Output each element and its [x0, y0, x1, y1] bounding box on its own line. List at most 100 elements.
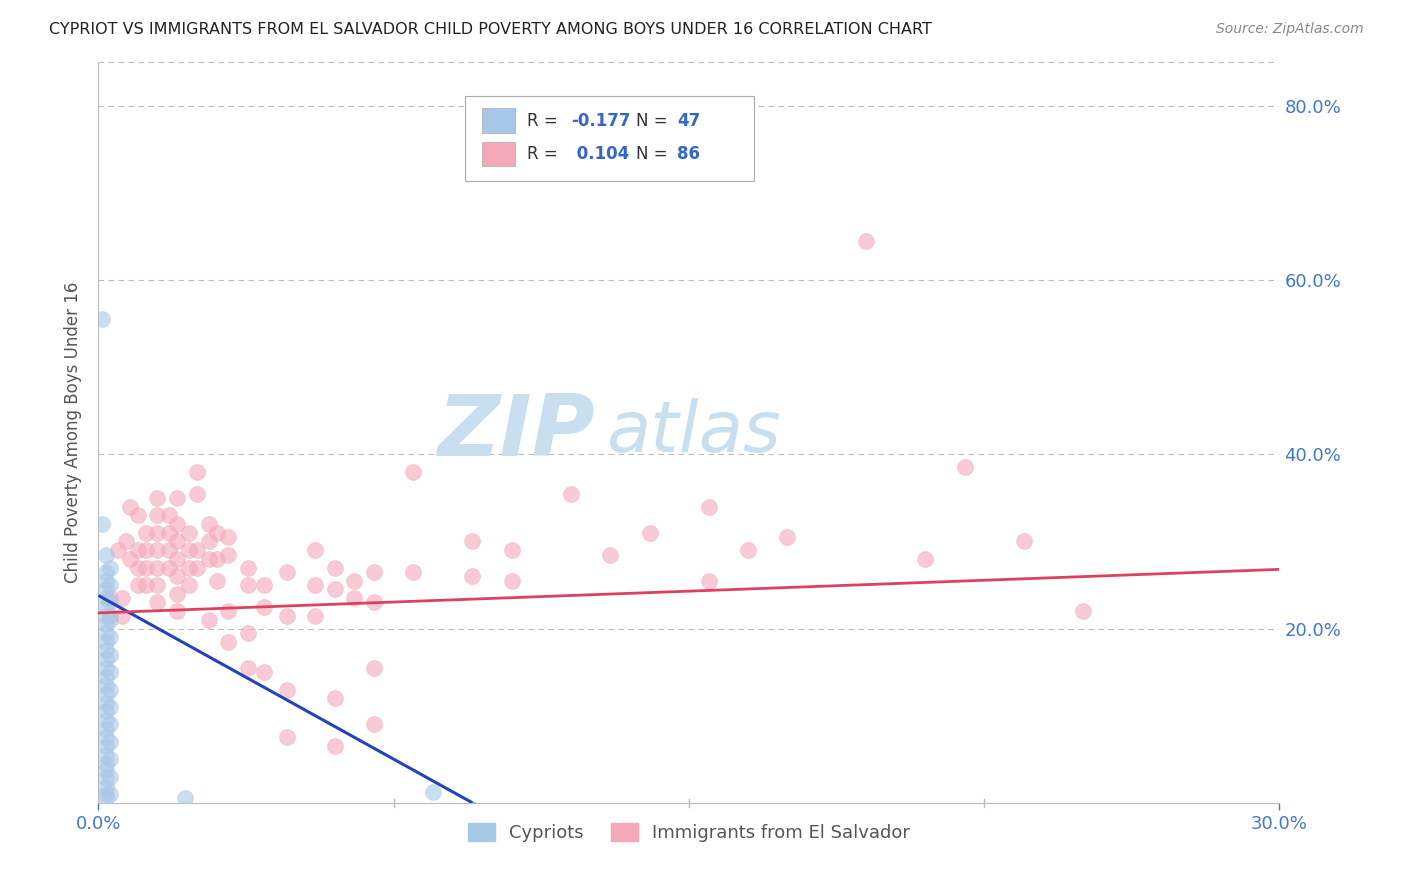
- Point: [157, 560, 180, 574]
- Point: [98, 613, 121, 627]
- Point: [157, 508, 180, 523]
- FancyBboxPatch shape: [482, 142, 516, 166]
- Point: [166, 491, 188, 505]
- Text: N =: N =: [636, 145, 672, 163]
- Point: [96, 574, 118, 588]
- Point: [98, 608, 121, 623]
- Point: [197, 534, 219, 549]
- Point: [98, 591, 121, 606]
- Point: [363, 661, 385, 675]
- Point: [855, 234, 877, 248]
- Point: [461, 534, 484, 549]
- FancyBboxPatch shape: [482, 108, 516, 133]
- Text: 0.104: 0.104: [571, 145, 628, 163]
- Point: [1012, 534, 1035, 549]
- Point: [146, 578, 169, 592]
- Point: [323, 560, 346, 574]
- Point: [363, 565, 385, 579]
- Point: [343, 591, 366, 606]
- Point: [96, 634, 118, 648]
- Point: [599, 548, 621, 562]
- Point: [363, 717, 385, 731]
- Point: [98, 717, 121, 731]
- Point: [166, 569, 188, 583]
- Text: R =: R =: [527, 112, 564, 130]
- Point: [276, 682, 298, 697]
- Text: N =: N =: [636, 112, 672, 130]
- Point: [737, 543, 759, 558]
- Point: [177, 543, 200, 558]
- Point: [276, 731, 298, 745]
- Point: [166, 587, 188, 601]
- Point: [96, 731, 118, 745]
- Text: 47: 47: [678, 112, 700, 130]
- Point: [96, 565, 118, 579]
- Point: [205, 525, 228, 540]
- Point: [402, 465, 425, 479]
- Point: [118, 500, 141, 514]
- Point: [146, 508, 169, 523]
- Point: [96, 704, 118, 718]
- Point: [111, 608, 134, 623]
- Point: [166, 604, 188, 618]
- Point: [236, 560, 259, 574]
- Point: [96, 687, 118, 701]
- Point: [186, 560, 208, 574]
- Point: [402, 565, 425, 579]
- FancyBboxPatch shape: [464, 95, 754, 181]
- Point: [98, 700, 121, 714]
- Point: [96, 617, 118, 632]
- Point: [157, 543, 180, 558]
- Point: [115, 534, 138, 549]
- Point: [166, 552, 188, 566]
- Point: [135, 525, 157, 540]
- Point: [118, 552, 141, 566]
- Point: [111, 591, 134, 606]
- Point: [422, 785, 444, 799]
- Point: [98, 578, 121, 592]
- Point: [174, 791, 197, 805]
- Point: [236, 661, 259, 675]
- Point: [197, 613, 219, 627]
- Point: [98, 770, 121, 784]
- Point: [96, 591, 118, 606]
- Point: [96, 608, 118, 623]
- Point: [461, 569, 484, 583]
- Point: [96, 643, 118, 657]
- Point: [343, 574, 366, 588]
- Point: [107, 543, 129, 558]
- Point: [304, 543, 326, 558]
- Point: [166, 517, 188, 532]
- Point: [197, 517, 219, 532]
- Point: [914, 552, 936, 566]
- Text: -0.177: -0.177: [571, 112, 630, 130]
- Point: [177, 560, 200, 574]
- Point: [98, 595, 121, 609]
- Point: [96, 756, 118, 771]
- Point: [96, 713, 118, 727]
- Point: [135, 543, 157, 558]
- Point: [323, 691, 346, 706]
- Point: [205, 552, 228, 566]
- Point: [96, 787, 118, 801]
- Point: [304, 578, 326, 592]
- Point: [146, 595, 169, 609]
- Point: [96, 747, 118, 762]
- Point: [697, 574, 720, 588]
- Point: [96, 722, 118, 736]
- Text: R =: R =: [527, 145, 564, 163]
- Point: [186, 465, 208, 479]
- Point: [177, 525, 200, 540]
- Y-axis label: Child Poverty Among Boys Under 16: Child Poverty Among Boys Under 16: [65, 282, 83, 583]
- Point: [253, 665, 276, 680]
- Point: [96, 772, 118, 786]
- Text: Source: ZipAtlas.com: Source: ZipAtlas.com: [1216, 22, 1364, 37]
- Point: [98, 752, 121, 766]
- Point: [98, 682, 121, 697]
- Point: [98, 648, 121, 662]
- Point: [91, 517, 114, 532]
- Text: 86: 86: [678, 145, 700, 163]
- Point: [186, 543, 208, 558]
- Point: [166, 534, 188, 549]
- Point: [96, 763, 118, 777]
